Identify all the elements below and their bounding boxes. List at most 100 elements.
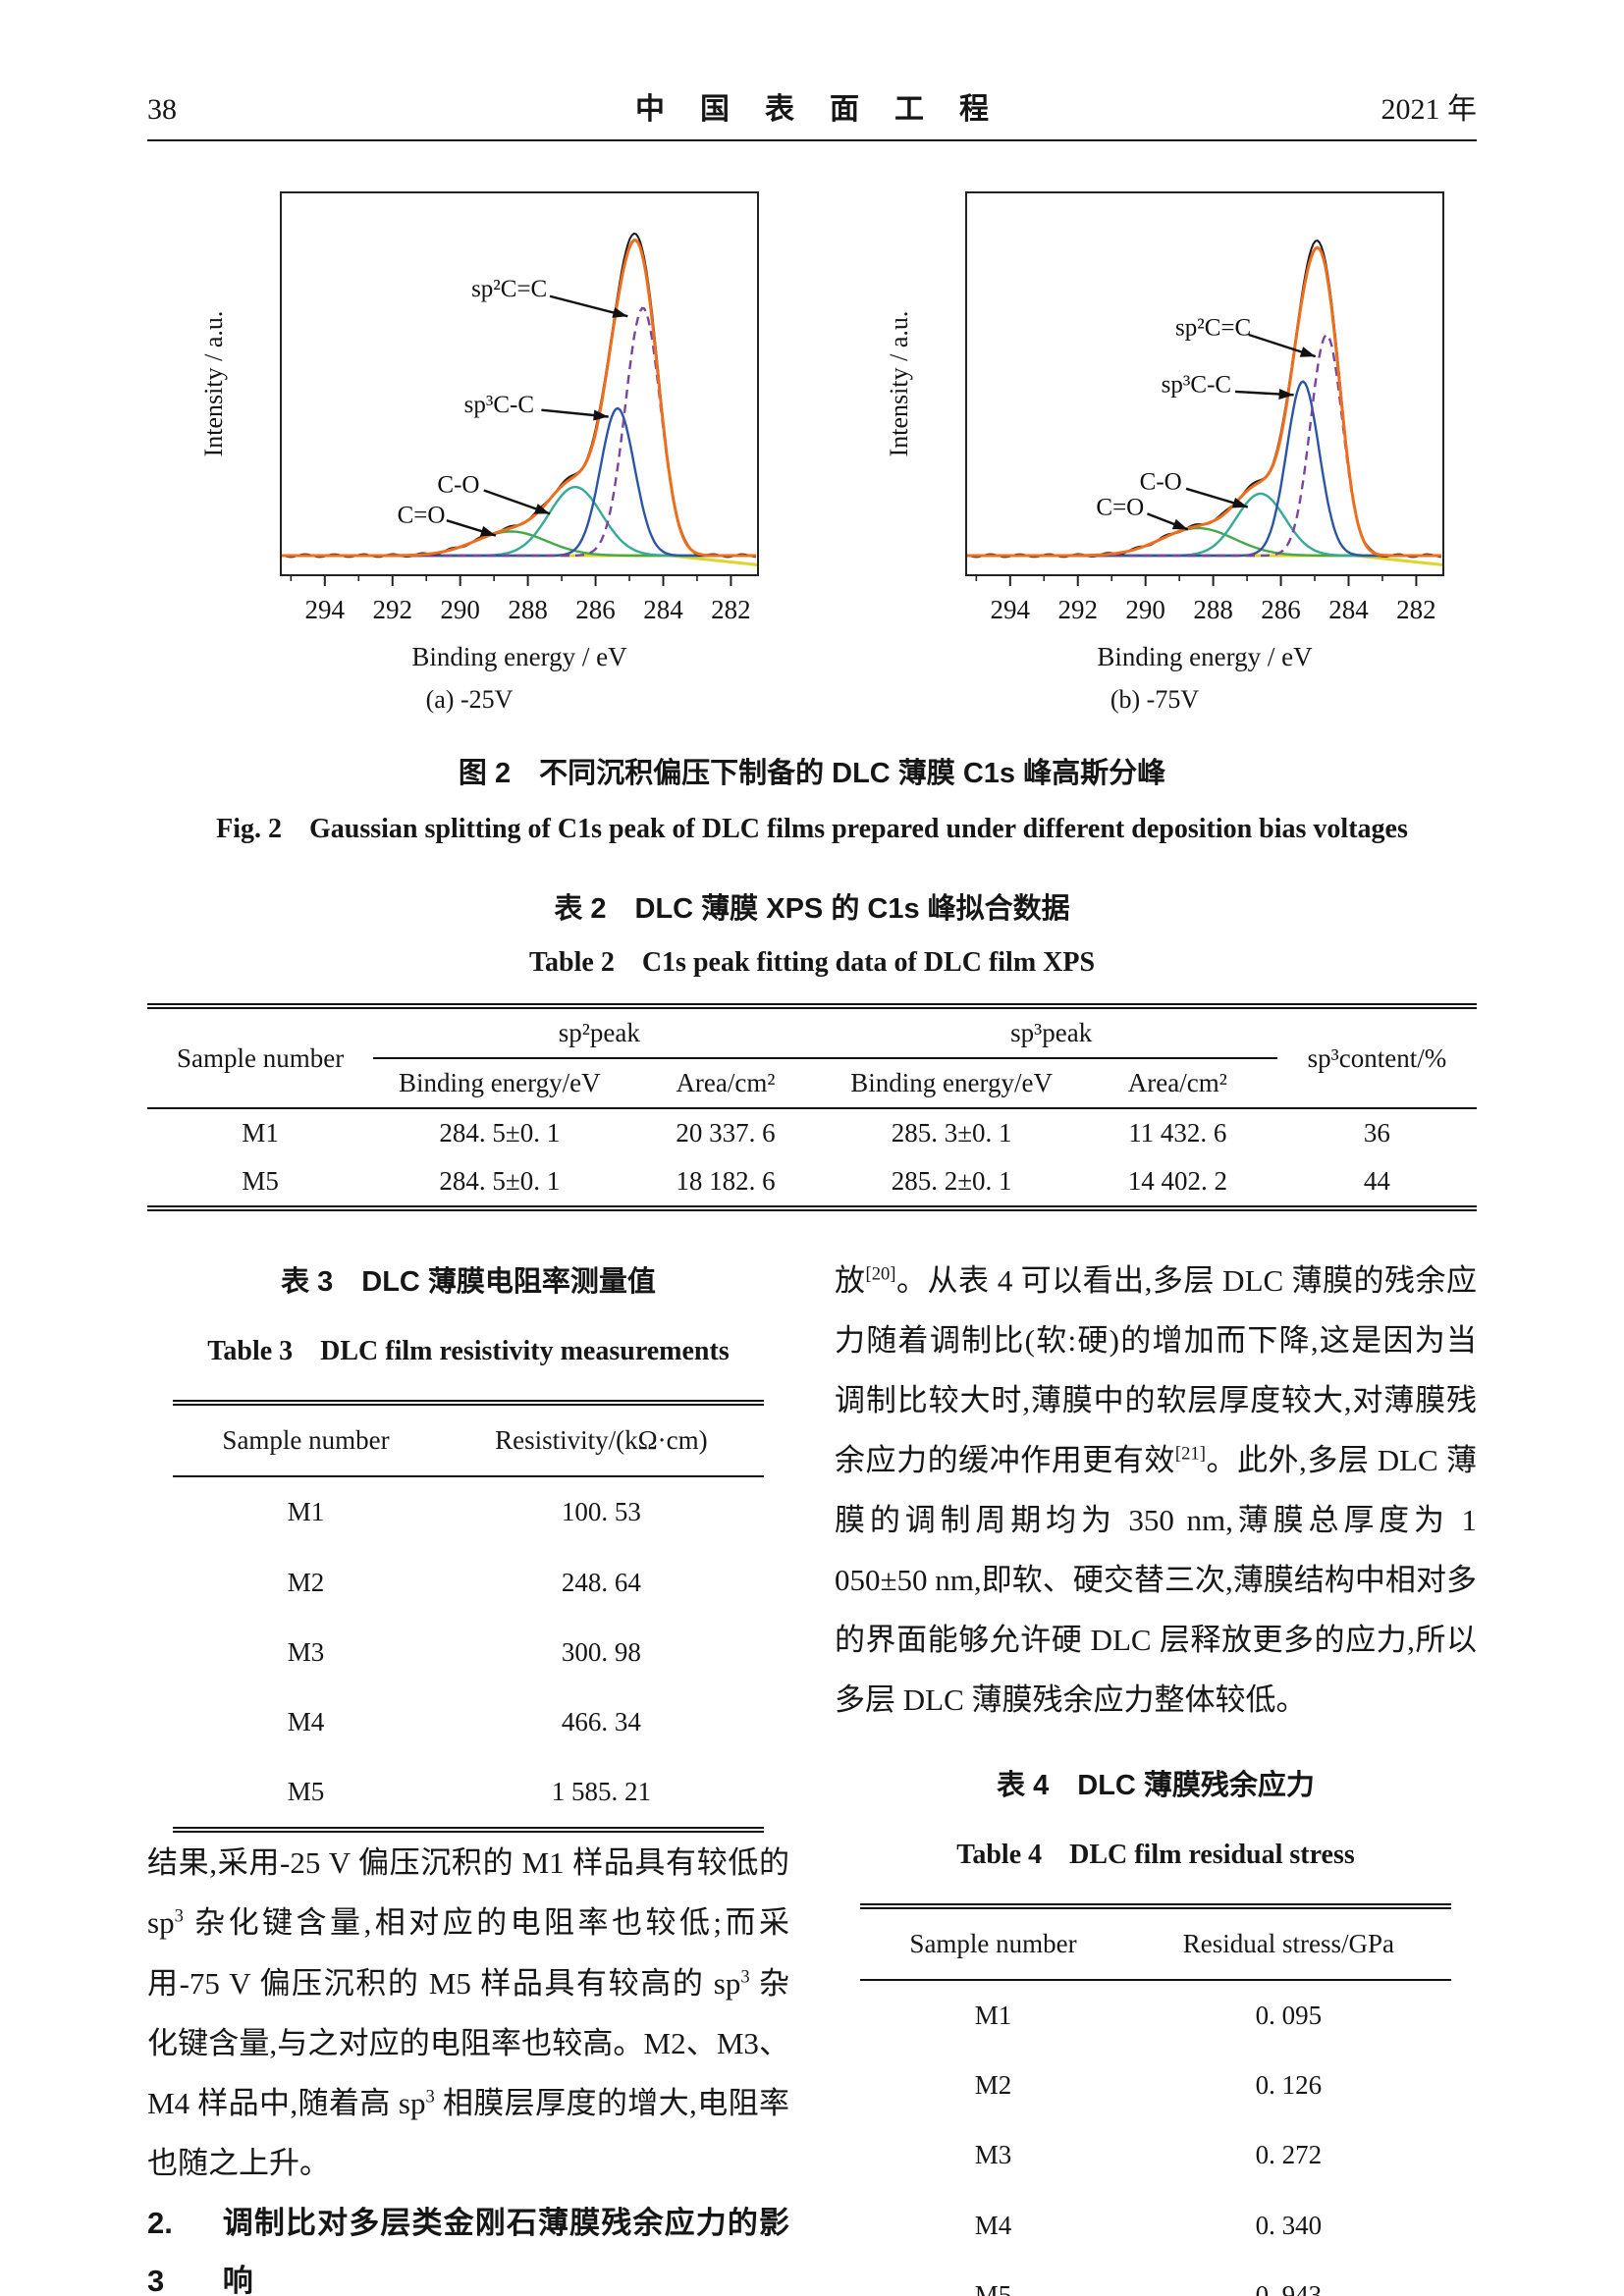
col-header: Resistivity/(kΩ·cm) xyxy=(438,1403,764,1478)
x-tick-label: 288 xyxy=(508,595,548,624)
table3: Sample number Resistivity/(kΩ·cm) M1 100.… xyxy=(173,1400,764,1834)
subcaption-a: (a) -25V xyxy=(425,685,514,714)
section-number: 2. 3 xyxy=(147,2205,173,2296)
table3-title-en: Table 3 DLC film resistivity measurement… xyxy=(207,1336,730,1367)
table-cell: M2 xyxy=(287,1567,325,1597)
table-cell: 44 xyxy=(1363,1166,1390,1196)
table-cell: 284. 5±0. 1 xyxy=(439,1118,561,1148)
col-header: sp³content/% xyxy=(1307,1042,1447,1073)
table-row: M5 284. 5±0. 1 18 182. 6 285. 2±0. 1 14 402.… xyxy=(147,1157,1477,1208)
x-tick-label: 284 xyxy=(643,595,683,624)
table4: Sample number Residual stress/GPa M1 0. 0… xyxy=(860,1902,1451,2296)
text-segment: 3 xyxy=(425,2086,435,2108)
table2-body: M1 284. 5±0. 1 20 337. 6 285. 3±0. 1 11 432.… xyxy=(147,1108,1477,1208)
col-header: Area/cm² xyxy=(676,1068,776,1097)
x-tick-label: 290 xyxy=(440,595,480,624)
peak-annotation-label: sp²C=C xyxy=(1175,314,1251,341)
annotation-arrowhead xyxy=(1231,497,1248,508)
table-cell: 0. 272 xyxy=(1255,2140,1323,2170)
xps-chart-a-block: 294 292 290 288 286 284 282 Binding energy / eV… xyxy=(165,175,774,715)
table-cell: 285. 2±0. 1 xyxy=(891,1166,1012,1196)
table-cell: M1 xyxy=(242,1118,279,1148)
table3-body: M1 100. 53 M2 248. 64 M3 300. 98 M4 466. 34 M5 1 … xyxy=(173,1476,764,1830)
x-tick-label: 294 xyxy=(305,595,346,624)
table-cell: 284. 5±0. 1 xyxy=(439,1166,561,1196)
table-cell: M5 xyxy=(242,1166,279,1196)
table-cell: 1 585. 21 xyxy=(551,1777,651,1807)
table4-title-zh: 表 4 DLC 薄膜残余应力 xyxy=(997,1769,1315,1801)
page-header: 38 中国表面工程 2021 年 xyxy=(147,84,1477,141)
text-segment: 相膜层厚度的增大,电阻率也随之上升。 xyxy=(147,2085,789,2180)
peak-annotation-label: sp²C=C xyxy=(471,276,547,302)
two-column-body: 表 3 DLC 薄膜电阻率测量值 Table 3 DLC film resist… xyxy=(147,1251,1477,2296)
x-axis-label: Binding energy / eV xyxy=(1097,642,1313,671)
publication-year: 2021 年 xyxy=(1380,93,1478,126)
component-curve-sp2C=C xyxy=(966,334,1441,558)
table-row: M1 284. 5±0. 1 20 337. 6 285. 3±0. 1 11 432.… xyxy=(147,1108,1477,1157)
table-cell: M5 xyxy=(287,1777,325,1807)
table-cell: 18 182. 6 xyxy=(676,1166,776,1196)
text-segment: [21] xyxy=(1174,1443,1206,1465)
peak-annotation-label: sp³C-C xyxy=(464,392,534,418)
table-cell: 285. 3±0. 1 xyxy=(891,1118,1012,1148)
x-tick-label: 292 xyxy=(1057,595,1098,624)
col-header: Sample number xyxy=(860,1905,1126,1981)
x-tick-label: 294 xyxy=(991,595,1031,624)
text-segment: 3 xyxy=(740,1966,750,1988)
table4-body: M1 0. 095 M2 0. 126 M3 0. 272 M4 0. 340 M5 0. 943 xyxy=(860,1980,1451,2296)
section-title: 调制比对多层类金刚石薄膜残余应力的影响 xyxy=(222,2205,789,2296)
table-cell: M4 xyxy=(287,1707,325,1737)
table-row: M4 466. 34 xyxy=(173,1687,764,1757)
figure-caption-en: Fig. 2 Gaussian splitting of C1s peak of… xyxy=(216,814,1408,844)
table-cell: M3 xyxy=(287,1636,325,1667)
table-cell: M1 xyxy=(287,1497,325,1527)
fit-envelope-curve xyxy=(966,245,1441,558)
table-row: M5 0. 943 xyxy=(860,2261,1451,2296)
x-axis-label: Binding energy / eV xyxy=(411,642,627,671)
table-cell: 0. 126 xyxy=(1255,2070,1323,2101)
text-segment: 结果,采用-25 V 偏压沉积的 M1 样品具有较低的 sp xyxy=(147,1845,789,1941)
table-row: M3 300. 98 xyxy=(173,1618,764,1687)
annotation-arrowhead xyxy=(1299,347,1316,357)
col-header: Area/cm² xyxy=(1127,1068,1227,1097)
table2-wrap: Sample number sp²peak sp³peak sp³content… xyxy=(147,1003,1477,1211)
text-segment: 放 xyxy=(835,1263,866,1298)
table-row: M1 0. 095 xyxy=(860,1980,1451,2051)
table-cell: 300. 98 xyxy=(561,1636,641,1667)
group-header-sp3: sp³peak xyxy=(825,1006,1277,1059)
table-row: M1 100. 53 xyxy=(173,1476,764,1547)
table-cell: 20 337. 6 xyxy=(676,1118,776,1148)
peak-annotation-label: C-O xyxy=(437,472,479,499)
annotation-arrowhead xyxy=(534,504,551,514)
text-segment: 杂化键含量,相对应的电阻率也较低;而采用-75 V 偏压沉积的 M5 样品具有较… xyxy=(147,1905,789,2001)
x-tick-label: 282 xyxy=(1396,595,1436,624)
table-cell: M5 xyxy=(974,2279,1012,2296)
table3-title-zh: 表 3 DLC 薄膜电阻率测量值 xyxy=(281,1266,656,1298)
table2-title-zh: 表 2 DLC 薄膜 XPS 的 C1s 峰拟合数据 xyxy=(554,893,1070,925)
left-column: 表 3 DLC 薄膜电阻率测量值 Table 3 DLC film resist… xyxy=(147,1251,789,2296)
x-tick-label: 286 xyxy=(575,595,616,624)
col-header: Sample number xyxy=(173,1403,439,1478)
plot-frame xyxy=(280,191,759,576)
table-cell: 0. 943 xyxy=(1255,2279,1323,2296)
text-segment: 3 xyxy=(174,1906,184,1928)
x-tick-label: 292 xyxy=(372,595,412,624)
component-curve-C-O xyxy=(281,485,756,558)
col-header: Binding energy/eV xyxy=(398,1068,601,1097)
component-curve-sp3C-C xyxy=(281,406,756,558)
table-row: M4 0. 340 xyxy=(860,2191,1451,2261)
x-tick-label: 290 xyxy=(1125,595,1165,624)
xps-chart-b: 294 292 290 288 286 284 282 Binding energy / eV… xyxy=(885,191,1444,671)
table-row: M5 1 585. 21 xyxy=(173,1757,764,1830)
component-curve-sp2C=C xyxy=(281,306,756,558)
x-tick-label: 286 xyxy=(1261,595,1301,624)
peak-annotation-label: C-O xyxy=(1140,468,1182,495)
annotation-arrowhead xyxy=(612,307,628,318)
table-cell: 0. 095 xyxy=(1255,2000,1323,2030)
table-cell: 11 432. 6 xyxy=(1128,1118,1227,1148)
annotation-arrowhead xyxy=(593,409,609,421)
table-row: M2 0. 126 xyxy=(860,2051,1451,2120)
x-tick-label: 288 xyxy=(1193,595,1233,624)
x-tick-label: 282 xyxy=(711,595,751,624)
plot-frame xyxy=(965,191,1444,576)
